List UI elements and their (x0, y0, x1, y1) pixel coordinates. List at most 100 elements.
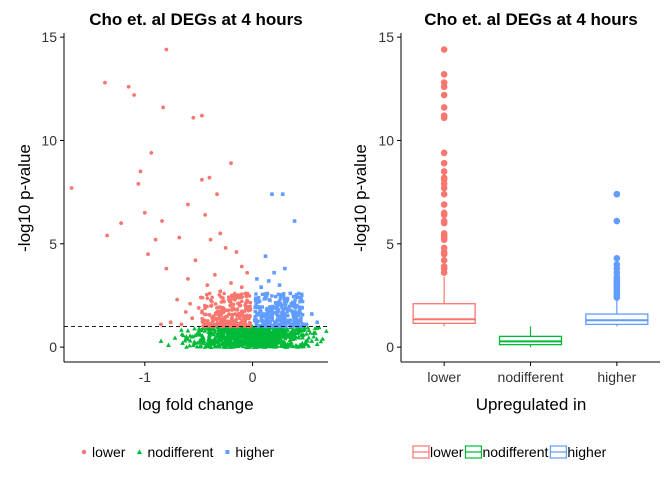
higher-point (276, 292, 281, 297)
higher-point (287, 320, 292, 325)
lower-point (215, 310, 219, 314)
higher-point (272, 270, 276, 275)
higher-point (298, 318, 302, 323)
lower-point (207, 175, 212, 180)
higher-point (298, 307, 302, 311)
higher-point (298, 309, 302, 314)
higher-point (275, 308, 279, 313)
nodifferent-point (294, 344, 300, 349)
higher-point (276, 322, 281, 327)
outlier-point (613, 190, 621, 198)
nodifferent-point (318, 339, 324, 344)
lower-point (213, 302, 218, 306)
lower-point (183, 310, 188, 314)
higher-point (279, 320, 283, 325)
iqr-box (412, 303, 476, 325)
nodifferent-point (231, 342, 236, 347)
nodifferent-point (298, 343, 304, 349)
lower-point (198, 295, 203, 300)
higher-legend-key (225, 450, 230, 454)
nodifferent-point (158, 338, 164, 343)
higher-point (256, 312, 261, 317)
lower-point (219, 295, 223, 299)
higher-point (264, 315, 268, 319)
outlier-point (440, 190, 448, 198)
lower-point (205, 283, 210, 288)
higher-point (264, 317, 269, 321)
higher-point (285, 309, 290, 314)
lower-point (200, 113, 204, 118)
lower-point (126, 84, 131, 89)
higher-point (266, 279, 271, 283)
outlier-point (440, 269, 448, 277)
nodifferent-point (248, 344, 254, 349)
higher-point (289, 301, 293, 306)
nodifferent-point (280, 343, 286, 349)
nodifferent-point (197, 339, 203, 344)
lower-point (243, 306, 248, 311)
nodifferent-point (236, 342, 241, 347)
volcano-x-ticks: -1 0 (139, 362, 257, 385)
lower-point (218, 313, 223, 318)
nodifferent-point (233, 327, 239, 332)
nodifferent-point (267, 328, 272, 333)
y-tick-label: 5 (386, 236, 394, 252)
nodifferent-point (237, 335, 243, 340)
outlier-point (440, 236, 448, 243)
boxplot-y-label: -log10 p-value (351, 144, 370, 252)
higher-point (291, 294, 296, 299)
nodifferent-point (212, 327, 218, 332)
nodifferent-point (182, 338, 188, 343)
nodifferent-point (244, 341, 250, 346)
higher-point (295, 303, 299, 308)
higher-point (292, 316, 297, 320)
lower-point (175, 297, 180, 302)
nodifferent-point (192, 326, 197, 331)
lower-point (69, 186, 74, 190)
nodifferent-point (303, 341, 309, 346)
nodifferent-point (260, 328, 266, 333)
lower-point (136, 181, 141, 186)
higher-point (263, 254, 268, 258)
lower-point (105, 233, 110, 238)
lower-point (142, 210, 147, 215)
lower-point (237, 295, 241, 300)
nodifferent-point (305, 325, 311, 330)
lower-point (209, 303, 214, 308)
higher-point (283, 317, 287, 322)
outlier-point (440, 114, 448, 122)
lower-point (146, 252, 150, 257)
nodifferent-box (498, 326, 563, 348)
nodifferent-point (239, 326, 245, 331)
higher-point (292, 320, 296, 324)
nodifferent-point (209, 339, 214, 344)
higher-point (258, 308, 262, 312)
nodifferent-point (251, 335, 256, 340)
lower-point (229, 281, 233, 285)
higher-point (264, 296, 268, 301)
nodifferent-point (217, 342, 223, 347)
higher-point (282, 292, 286, 296)
nodifferent-point (187, 338, 193, 343)
higher-point (291, 313, 295, 317)
nodifferent-point (286, 331, 292, 336)
lower-point (203, 212, 208, 217)
lower-point (202, 324, 206, 329)
higher-point (291, 303, 295, 308)
higher-point (300, 313, 305, 317)
higher-point (299, 316, 303, 320)
higher-point (310, 312, 314, 316)
nodifferent-point (229, 336, 235, 341)
lower-point (203, 306, 207, 311)
y-tick-label: 15 (41, 29, 57, 45)
higher-point (299, 297, 303, 302)
lower-point (245, 298, 249, 303)
lower-point (244, 322, 248, 327)
lower-point (193, 258, 198, 263)
higher-point (255, 277, 259, 281)
nodifferent-point (293, 334, 299, 339)
higher-point (275, 305, 280, 309)
nodifferent-point (223, 337, 229, 342)
higher-point (293, 306, 298, 310)
